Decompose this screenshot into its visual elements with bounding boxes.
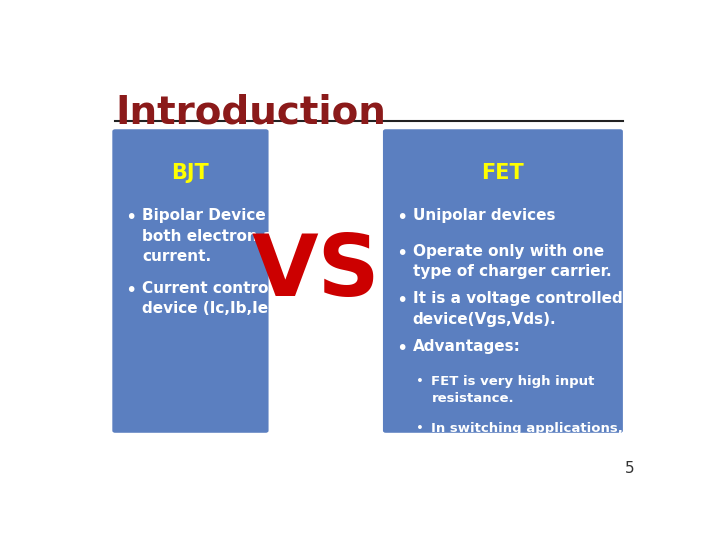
- Text: BJT: BJT: [171, 163, 210, 183]
- Text: Bipolar Device used
both electron and hole
current.: Bipolar Device used both electron and ho…: [142, 208, 337, 264]
- Text: Introduction: Introduction: [115, 94, 386, 132]
- Text: FET is very high input
resistance.: FET is very high input resistance.: [431, 375, 595, 405]
- Text: It is a voltage controlled
device(Vgs,Vds).: It is a voltage controlled device(Vgs,Vd…: [413, 292, 622, 327]
- Text: •: •: [396, 244, 407, 262]
- Text: •: •: [396, 292, 407, 310]
- Text: Current controlled
device (Ic,Ib,Ie): Current controlled device (Ic,Ib,Ie): [142, 281, 300, 316]
- Text: Advantages:: Advantages:: [413, 339, 521, 354]
- Text: •: •: [396, 208, 407, 227]
- Text: •: •: [125, 281, 137, 300]
- Text: FET: FET: [482, 163, 524, 183]
- Text: 5: 5: [624, 462, 634, 476]
- Text: Operate only with one
type of charger carrier.: Operate only with one type of charger ca…: [413, 244, 611, 279]
- Text: In switching applications,
FET is faster than BJTs
when turned on and off.: In switching applications, FET is faster…: [431, 422, 624, 470]
- Text: Unipolar devices: Unipolar devices: [413, 208, 555, 223]
- Text: •: •: [396, 339, 407, 358]
- Text: •: •: [416, 375, 424, 388]
- Text: •: •: [125, 208, 137, 227]
- FancyBboxPatch shape: [383, 129, 623, 433]
- FancyBboxPatch shape: [112, 129, 269, 433]
- Text: VS: VS: [252, 231, 380, 314]
- Text: •: •: [416, 422, 424, 435]
